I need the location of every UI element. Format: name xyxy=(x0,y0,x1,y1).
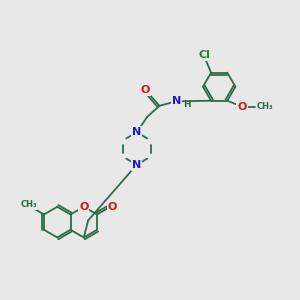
Text: Cl: Cl xyxy=(199,50,211,60)
Text: H: H xyxy=(183,100,191,109)
Text: CH₃: CH₃ xyxy=(20,200,37,209)
Text: N: N xyxy=(172,96,181,106)
Text: O: O xyxy=(141,85,150,95)
Text: CH₃: CH₃ xyxy=(257,102,273,111)
Text: O: O xyxy=(108,202,117,212)
Text: O: O xyxy=(237,102,247,112)
Text: N: N xyxy=(132,160,141,170)
Text: N: N xyxy=(132,127,141,137)
Text: O: O xyxy=(79,202,88,212)
